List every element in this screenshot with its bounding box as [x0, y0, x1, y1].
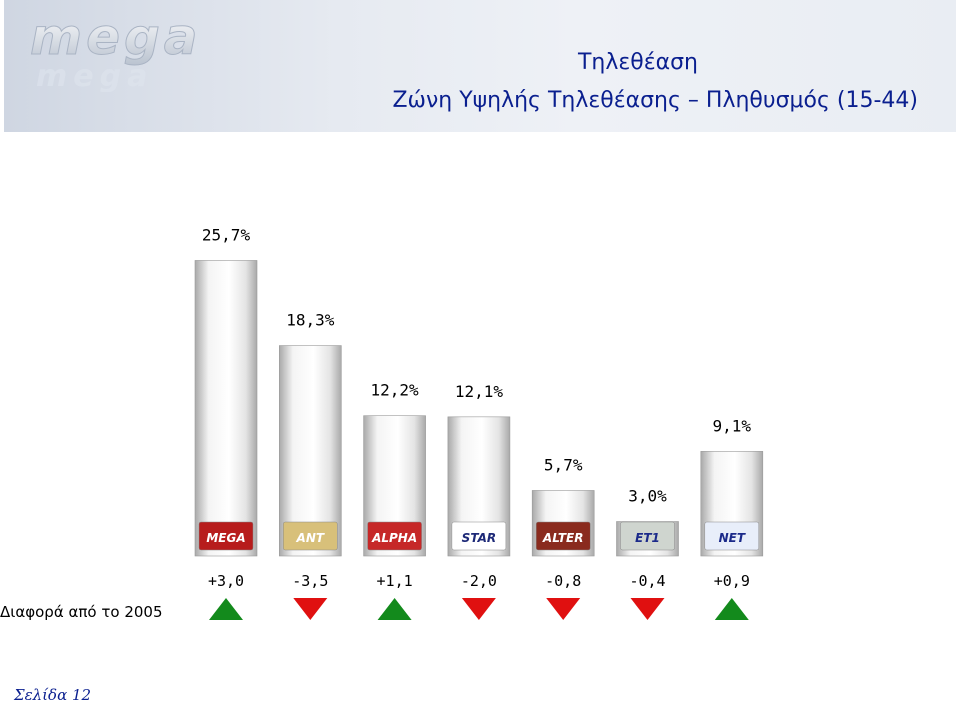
value-label: 18,3% [286, 311, 335, 330]
channel-logo-text: NET [719, 531, 746, 545]
channel-logo-et1 [620, 521, 675, 551]
channel-logo-alter [535, 521, 591, 551]
diff-value: +1,1 [377, 572, 413, 590]
diff-value: -3,5 [292, 572, 328, 590]
channel-logo-text: STAR [462, 531, 496, 545]
value-label: 3,0% [628, 487, 667, 506]
bar-ant1 [278, 345, 342, 557]
channel-logo-text: ANT [296, 531, 325, 545]
diff-value: +3,0 [208, 572, 244, 590]
down-arrow-icon [546, 598, 581, 620]
down-arrow-icon [630, 598, 665, 620]
header-banner: mega mega Τηλεθέαση Ζώνη Υψηλής Τηλεθέασ… [4, 0, 956, 132]
channel-logo-star [451, 521, 507, 551]
channel-logo-ant1 [283, 521, 338, 551]
logo-text: mega [30, 10, 202, 66]
up-arrow-icon [209, 598, 243, 620]
channel-logo-text: ET1 [635, 531, 660, 545]
down-arrow-icon [461, 598, 496, 620]
page-title: Τηλεθέαση [577, 50, 698, 75]
diff-caption: Διαφορά από το 2005 [0, 603, 163, 621]
bar-mega [194, 260, 258, 557]
value-label: 5,7% [544, 455, 583, 474]
down-arrow-icon [293, 598, 328, 620]
diff-value: -0,4 [629, 572, 665, 590]
channel-logo-mega [198, 521, 254, 551]
value-label: 9,1% [713, 416, 752, 435]
value-label: 25,7% [202, 225, 251, 244]
diff-value: +0,9 [714, 572, 750, 590]
up-arrow-icon [377, 598, 412, 620]
diff-value: -0,8 [545, 572, 581, 590]
channel-logo-text: MEGA [206, 531, 245, 545]
value-label: 12,2% [371, 381, 420, 400]
mega-logo: mega mega [30, 10, 202, 92]
svg-text:mega: mega [36, 59, 153, 92]
channel-logo-text: ALPHA [371, 531, 417, 545]
page-subtitle: Ζώνη Υψηλής Τηλεθέασης – Πληθυσμός (15-4… [392, 88, 918, 113]
channel-logo-text: ALTER [542, 531, 584, 545]
up-arrow-icon [714, 598, 749, 620]
channel-logo-alpha [367, 521, 422, 551]
value-label: 12,1% [455, 382, 504, 401]
diff-value: -2,0 [461, 572, 497, 590]
page-number: Σελίδα 12 [14, 686, 92, 704]
channel-logo-net [704, 521, 760, 551]
